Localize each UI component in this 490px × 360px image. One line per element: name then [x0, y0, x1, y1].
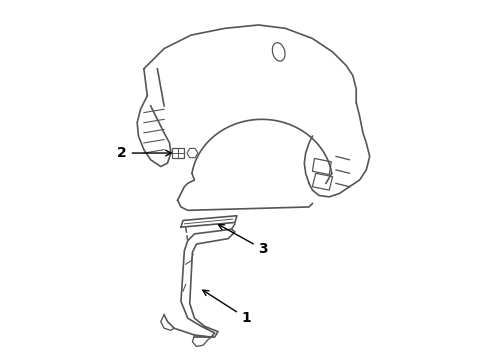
Text: 1: 1: [203, 290, 251, 325]
Text: 2: 2: [117, 146, 171, 160]
Text: 3: 3: [219, 225, 268, 256]
